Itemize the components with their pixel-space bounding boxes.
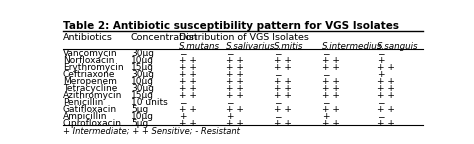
Text: + +: + +	[377, 84, 395, 93]
Text: 30μg: 30μg	[131, 49, 154, 58]
Text: +: +	[377, 56, 384, 65]
Text: + +: + +	[322, 105, 340, 114]
Text: −: −	[274, 49, 282, 58]
Text: + +: + +	[274, 91, 292, 100]
Text: Distribution of VGS Isolates: Distribution of VGS Isolates	[179, 33, 309, 42]
Text: + +: + +	[179, 63, 197, 72]
Text: 30μg: 30μg	[131, 84, 154, 93]
Text: + +: + +	[179, 70, 197, 79]
Text: −: −	[179, 98, 186, 107]
Text: + +: + +	[227, 84, 244, 93]
Text: Concentration: Concentration	[131, 33, 198, 42]
Text: Ampicillin: Ampicillin	[63, 112, 108, 121]
Text: + +: + +	[322, 84, 340, 93]
Text: Table 2: Antibiotic susceptibility pattern for VGS Isolates: Table 2: Antibiotic susceptibility patte…	[63, 21, 399, 31]
Text: Ciprofloxacin: Ciprofloxacin	[63, 119, 122, 128]
Text: + +: + +	[227, 105, 244, 114]
Text: 5μg: 5μg	[131, 105, 148, 114]
Text: + +: + +	[274, 119, 292, 128]
Text: + +: + +	[227, 119, 244, 128]
Text: Antibiotics: Antibiotics	[63, 33, 113, 42]
Text: 10 units: 10 units	[131, 98, 168, 107]
Text: S.salivarius: S.salivarius	[227, 42, 276, 51]
Text: Azithromycin: Azithromycin	[63, 91, 122, 100]
Text: + +: + +	[179, 77, 197, 86]
Text: + +: + +	[322, 119, 340, 128]
Text: + +: + +	[377, 119, 395, 128]
Text: S.mitis: S.mitis	[274, 42, 303, 51]
Text: + +: + +	[377, 105, 395, 114]
Text: + +: + +	[227, 56, 244, 65]
Text: + +: + +	[227, 63, 244, 72]
Text: −: −	[274, 98, 282, 107]
Text: Meropenem: Meropenem	[63, 77, 117, 86]
Text: + +: + +	[274, 105, 292, 114]
Text: + +: + +	[274, 56, 292, 65]
Text: + +: + +	[377, 63, 395, 72]
Text: −: −	[377, 112, 384, 121]
Text: −: −	[377, 49, 384, 58]
Text: 15μg: 15μg	[131, 63, 154, 72]
Text: + +: + +	[322, 77, 340, 86]
Text: −: −	[227, 49, 234, 58]
Text: S.mutans: S.mutans	[179, 42, 219, 51]
Text: + +: + +	[227, 91, 244, 100]
Text: +: +	[322, 112, 329, 121]
Text: Penicillin: Penicillin	[63, 98, 103, 107]
Text: −: −	[322, 70, 329, 79]
Text: +: +	[179, 112, 186, 121]
Text: 10μg: 10μg	[131, 112, 154, 121]
Text: −: −	[322, 98, 329, 107]
Text: Norfloxacin: Norfloxacin	[63, 56, 114, 65]
Text: Ceftriaxone: Ceftriaxone	[63, 70, 116, 79]
Text: 30μg: 30μg	[131, 70, 154, 79]
Text: + +: + +	[377, 91, 395, 100]
Text: + +: + +	[179, 105, 197, 114]
Text: + +: + +	[179, 56, 197, 65]
Text: 15μg: 15μg	[131, 91, 154, 100]
Text: Vancomycin: Vancomycin	[63, 49, 118, 58]
Text: + +: + +	[322, 63, 340, 72]
Text: + +: + +	[274, 84, 292, 93]
Text: 5μg: 5μg	[131, 119, 148, 128]
Text: + +: + +	[227, 70, 244, 79]
Text: −: −	[377, 98, 384, 107]
Text: 10μg: 10μg	[131, 56, 154, 65]
Text: Gatifloxacin: Gatifloxacin	[63, 105, 117, 114]
Text: Tetracycline: Tetracycline	[63, 84, 117, 93]
Text: + +: + +	[227, 77, 244, 86]
Text: −: −	[227, 98, 234, 107]
Text: + +: + +	[179, 91, 197, 100]
Text: + +: + +	[274, 63, 292, 72]
Text: 10μg: 10μg	[131, 77, 154, 86]
Text: +: +	[377, 70, 384, 79]
Text: S.intermedius: S.intermedius	[322, 42, 382, 51]
Text: + +: + +	[274, 77, 292, 86]
Text: + +: + +	[179, 84, 197, 93]
Text: Erythromycin: Erythromycin	[63, 63, 124, 72]
Text: + +: + +	[179, 119, 197, 128]
Text: −: −	[274, 70, 282, 79]
Text: −: −	[274, 112, 282, 121]
Text: + +: + +	[377, 77, 395, 86]
Text: + Intermediate; + + Sensitive; - Resistant: + Intermediate; + + Sensitive; - Resista…	[63, 127, 240, 136]
Text: + +: + +	[322, 56, 340, 65]
Text: −: −	[322, 49, 329, 58]
Text: +: +	[227, 112, 234, 121]
Text: + +: + +	[322, 91, 340, 100]
Text: −: −	[179, 49, 186, 58]
Text: S.sanguis: S.sanguis	[377, 42, 419, 51]
